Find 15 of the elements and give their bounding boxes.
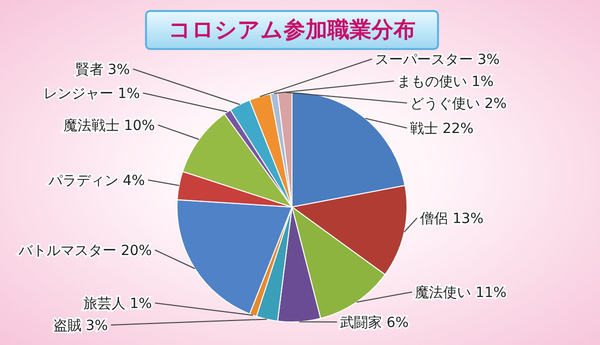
slice-label: スーパースター 3% xyxy=(375,52,500,68)
slice-label: 賢者 3% xyxy=(75,62,130,78)
slice-label: 戦士 22% xyxy=(410,121,474,137)
slice-label: 僧侶 13% xyxy=(420,211,484,227)
slice-label: どうぐ使い 2% xyxy=(410,96,507,112)
slice-label: 武闘家 6% xyxy=(340,315,409,331)
slice-label: バトルマスター 20% xyxy=(17,243,152,259)
slice-label: 魔法戦士 10% xyxy=(63,118,155,134)
slice-label: 旅芸人 1% xyxy=(83,296,152,312)
slice-label: 盗賊 3% xyxy=(53,318,108,334)
slice-label: 魔法使い 11% xyxy=(415,285,507,301)
slice-label: まもの使い 1% xyxy=(397,74,494,90)
slice-label: レンジャー 1% xyxy=(43,86,140,102)
slice-label: パラディン 4% xyxy=(47,173,145,189)
chart-title: コロシアム参加職業分布 xyxy=(168,17,416,45)
